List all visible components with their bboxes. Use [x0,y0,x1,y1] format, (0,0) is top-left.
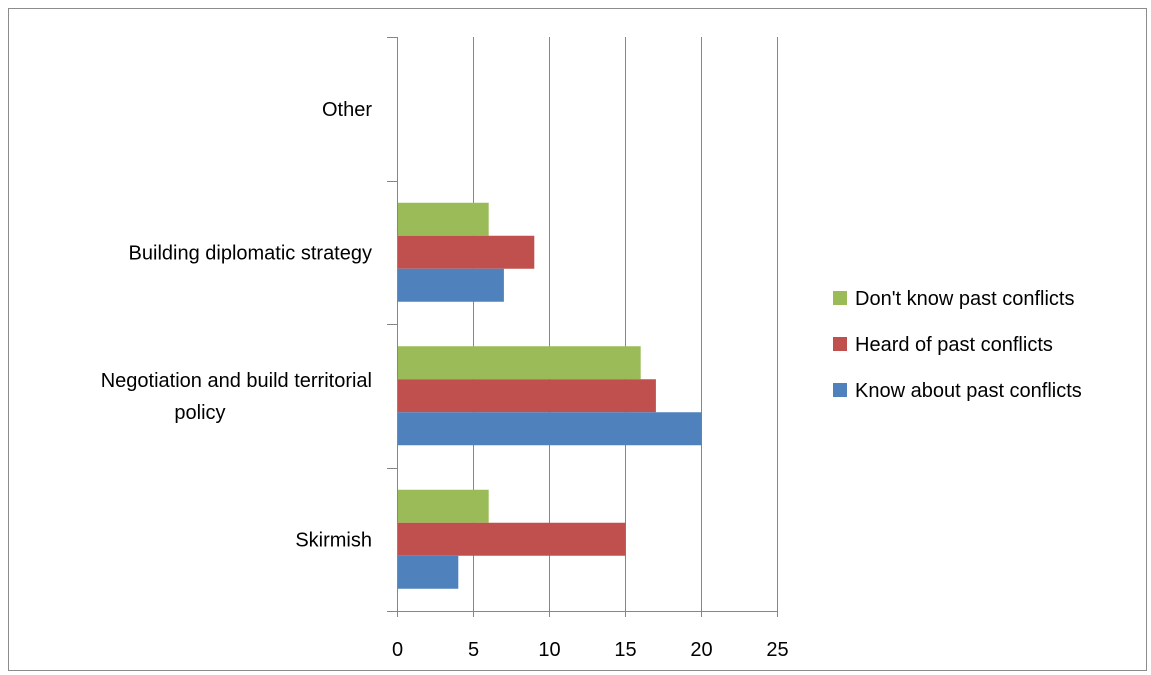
x-tick-label: 20 [690,639,712,661]
category-label: Skirmish [295,529,372,551]
bar-2-0 [397,346,641,380]
bar-3-1 [397,522,626,556]
legend-label-1: Heard of past conflicts [855,334,1053,356]
category-label: Building diplomatic strategy [129,242,372,264]
bar-3-0 [397,489,489,523]
x-tick-label: 5 [468,639,479,661]
bar-2-1 [397,379,656,413]
x-tick-label: 10 [538,639,560,661]
x-tick-label: 0 [392,639,403,661]
legend-swatch-1 [833,337,847,351]
legend-label-2: Know about past conflicts [855,380,1082,402]
legend-swatch-2 [833,383,847,397]
x-tick-label: 15 [614,639,636,661]
bar-1-1 [397,235,535,269]
category-label: Other [322,99,372,121]
axes [387,37,778,617]
legend-label-0: Don't know past conflicts [855,288,1074,310]
bars [397,202,702,589]
x-tick-label: 25 [766,639,788,661]
bar-3-2 [397,555,459,589]
labels: 0 5 10 15 20 25 Other Building diplomatic strat… [101,99,789,661]
bar-1-0 [397,202,489,236]
bar-1-2 [397,268,504,302]
legend-swatch-0 [833,291,847,305]
category-label: policy [174,402,225,424]
bar-2-2 [397,412,702,446]
legend: Don't know past conflicts Heard of past c… [833,288,1082,402]
category-label: Negotiation and build territorial [101,370,372,392]
chart-border [8,8,1147,671]
